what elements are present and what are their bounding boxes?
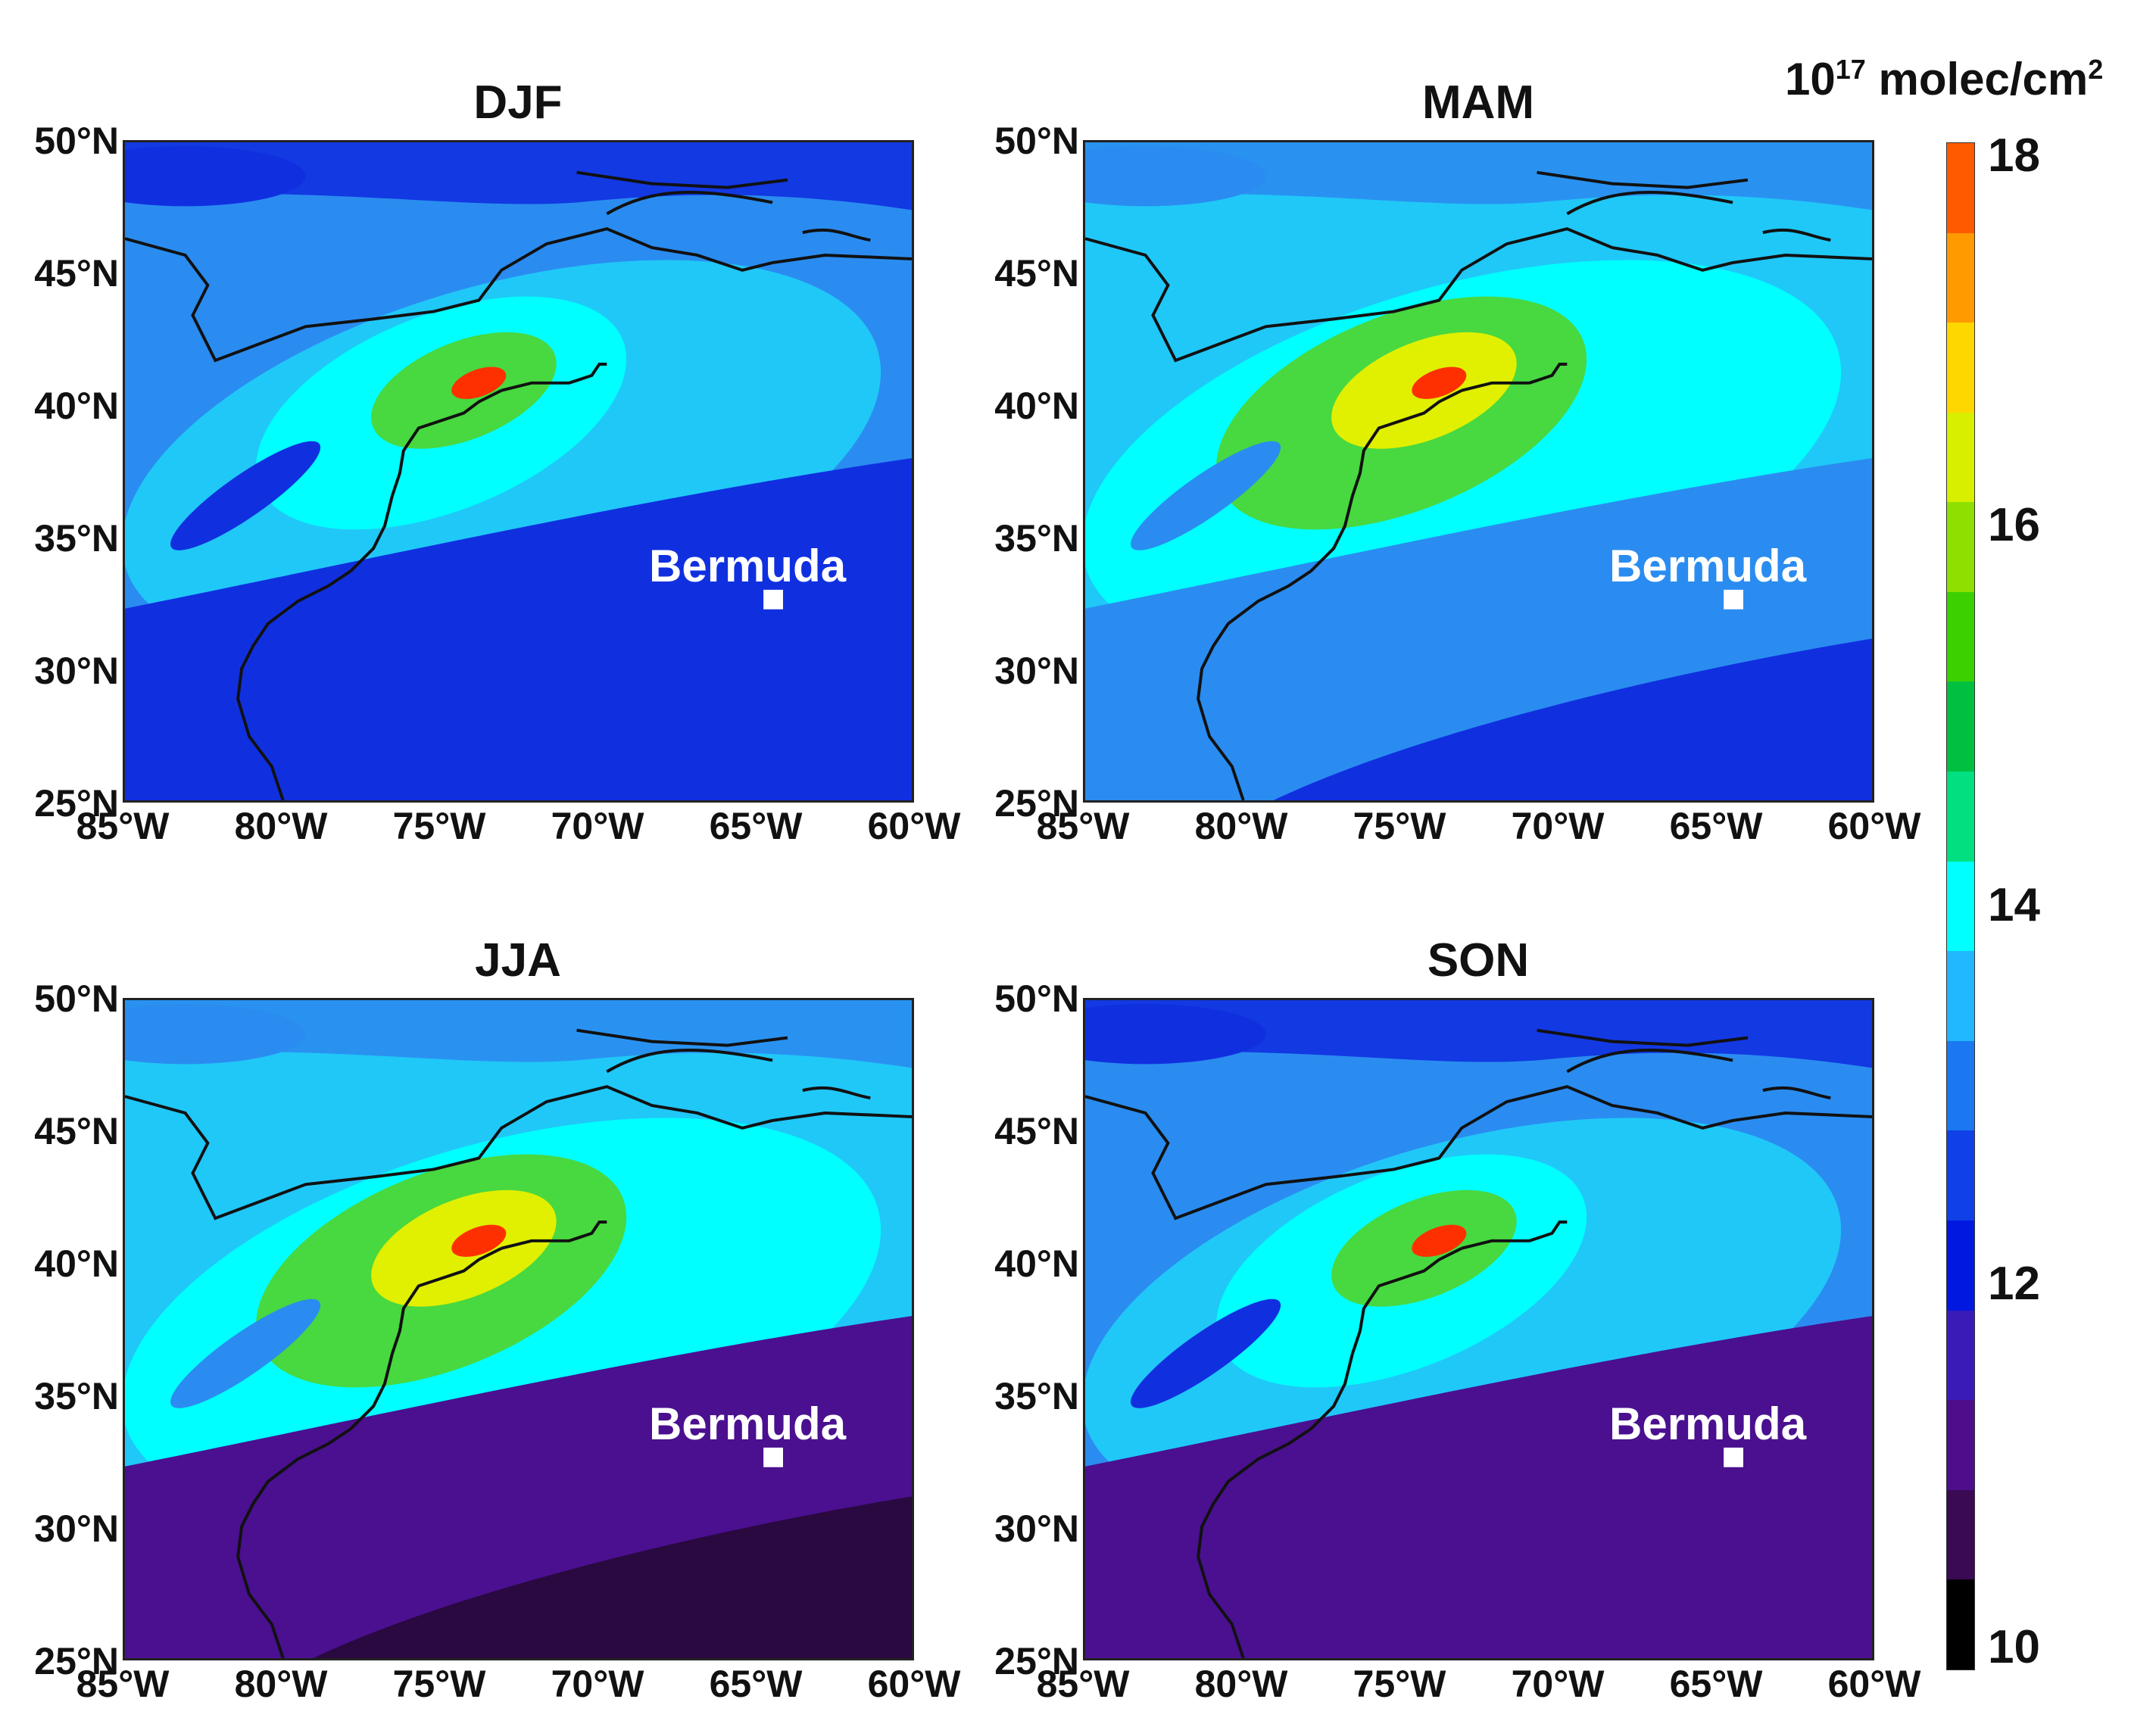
lat-tick-label: 25°N xyxy=(994,782,1079,825)
lon-tick-label: 75°W xyxy=(392,805,486,847)
lat-tick-label: 40°N xyxy=(994,1242,1079,1285)
lat-tick-label: 40°N xyxy=(34,385,119,427)
colorbar xyxy=(1946,142,1975,1670)
lat-tick-label: 45°N xyxy=(34,252,119,295)
lon-tick-label: 85°W xyxy=(76,805,170,847)
lon-tick-label: 85°W xyxy=(76,1663,170,1705)
lon-tick-label: 60°W xyxy=(1827,1663,1921,1705)
colorbar-segment xyxy=(1947,1310,1974,1401)
panel-title: MAM xyxy=(1421,76,1535,129)
lon-tick-label: 65°W xyxy=(709,805,803,847)
lat-tick-label: 25°N xyxy=(34,1640,119,1682)
lon-tick-label: 80°W xyxy=(1194,1663,1288,1705)
colorbar-segment xyxy=(1947,323,1974,413)
season-map xyxy=(1083,140,1874,803)
colorbar-tick-18: 18 xyxy=(1988,129,2040,182)
colorbar-tick-16: 16 xyxy=(1988,499,2040,551)
lon-tick-label: 65°W xyxy=(1669,805,1763,847)
colorbar-segment xyxy=(1947,1400,1974,1490)
unit-square: 2 xyxy=(2088,54,2104,85)
lon-tick-label: 85°W xyxy=(1036,805,1130,847)
lat-tick-label: 50°N xyxy=(994,120,1079,162)
colorbar-segment xyxy=(1947,681,1974,772)
colorbar-tick-14: 14 xyxy=(1988,879,2040,931)
colorbar-segment xyxy=(1947,232,1974,323)
lon-tick-label: 60°W xyxy=(1827,805,1921,847)
colorbar-segment xyxy=(1947,1040,1974,1131)
lat-tick-label: 30°N xyxy=(34,1507,119,1550)
lon-tick-label: 70°W xyxy=(1511,805,1605,847)
colorbar-segment xyxy=(1947,772,1974,862)
lat-tick-label: 35°N xyxy=(34,1375,119,1417)
lat-tick-label: 35°N xyxy=(994,517,1079,560)
bermuda-label: Bermuda xyxy=(649,541,847,591)
lat-tick-label: 25°N xyxy=(994,1640,1079,1682)
panel-title: SON xyxy=(1427,934,1530,987)
bermuda-label: Bermuda xyxy=(1609,541,1807,591)
lon-tick-label: 60°W xyxy=(867,1663,961,1705)
lat-tick-label: 40°N xyxy=(34,1242,119,1285)
lat-tick-label: 45°N xyxy=(994,1110,1079,1152)
lat-tick-label: 25°N xyxy=(34,782,119,825)
colorbar-unit: 1017 molec/cm2 xyxy=(1785,53,2103,105)
season-map xyxy=(123,140,914,803)
lon-tick-label: 80°W xyxy=(234,805,328,847)
lon-tick-label: 70°W xyxy=(551,1663,644,1705)
colorbar-tick-12: 12 xyxy=(1988,1258,2040,1310)
lat-tick-label: 30°N xyxy=(994,650,1079,692)
panel-title: JJA xyxy=(475,934,561,987)
lat-tick-label: 50°N xyxy=(994,977,1079,1020)
lon-tick-label: 75°W xyxy=(392,1663,486,1705)
colorbar-segment xyxy=(1947,1489,1974,1580)
lon-tick-label: 75°W xyxy=(1353,1663,1446,1705)
lat-tick-label: 45°N xyxy=(34,1110,119,1152)
lon-tick-label: 80°W xyxy=(234,1663,328,1705)
unit-base: 10 xyxy=(1785,54,1836,104)
lat-tick-label: 50°N xyxy=(34,120,119,162)
lat-tick-label: 35°N xyxy=(34,517,119,560)
colorbar-segment xyxy=(1947,1220,1974,1311)
lon-tick-label: 65°W xyxy=(709,1663,803,1705)
lat-tick-label: 30°N xyxy=(34,650,119,692)
colorbar-segment xyxy=(1947,951,1974,1041)
colorbar-segment xyxy=(1947,412,1974,503)
lat-tick-label: 30°N xyxy=(994,1507,1079,1550)
lat-tick-label: 45°N xyxy=(994,252,1079,295)
lon-tick-label: 65°W xyxy=(1669,1663,1763,1705)
colorbar-segment xyxy=(1947,1130,1974,1221)
bermuda-label: Bermuda xyxy=(1609,1398,1807,1449)
lat-tick-label: 50°N xyxy=(34,977,119,1020)
lon-tick-label: 60°W xyxy=(867,805,961,847)
colorbar-tick-10: 10 xyxy=(1988,1621,2040,1673)
colorbar-segment xyxy=(1947,861,1974,952)
colorbar-segment xyxy=(1947,502,1974,592)
lon-tick-label: 80°W xyxy=(1194,805,1288,847)
colorbar-segment xyxy=(1947,591,1974,682)
unit-exponent: 17 xyxy=(1835,54,1866,85)
unit-rest: molec/cm xyxy=(1865,54,2089,104)
season-map xyxy=(1083,998,1874,1660)
lon-tick-label: 70°W xyxy=(551,805,644,847)
lat-tick-label: 35°N xyxy=(994,1375,1079,1417)
lat-tick-label: 40°N xyxy=(994,385,1079,427)
colorbar-segment xyxy=(1947,143,1974,233)
season-map xyxy=(123,998,914,1660)
lon-tick-label: 70°W xyxy=(1511,1663,1605,1705)
lon-tick-label: 75°W xyxy=(1353,805,1446,847)
colorbar-segment xyxy=(1947,1579,1974,1670)
lon-tick-label: 85°W xyxy=(1036,1663,1130,1705)
panel-title: DJF xyxy=(473,76,563,129)
bermuda-label: Bermuda xyxy=(649,1398,847,1449)
